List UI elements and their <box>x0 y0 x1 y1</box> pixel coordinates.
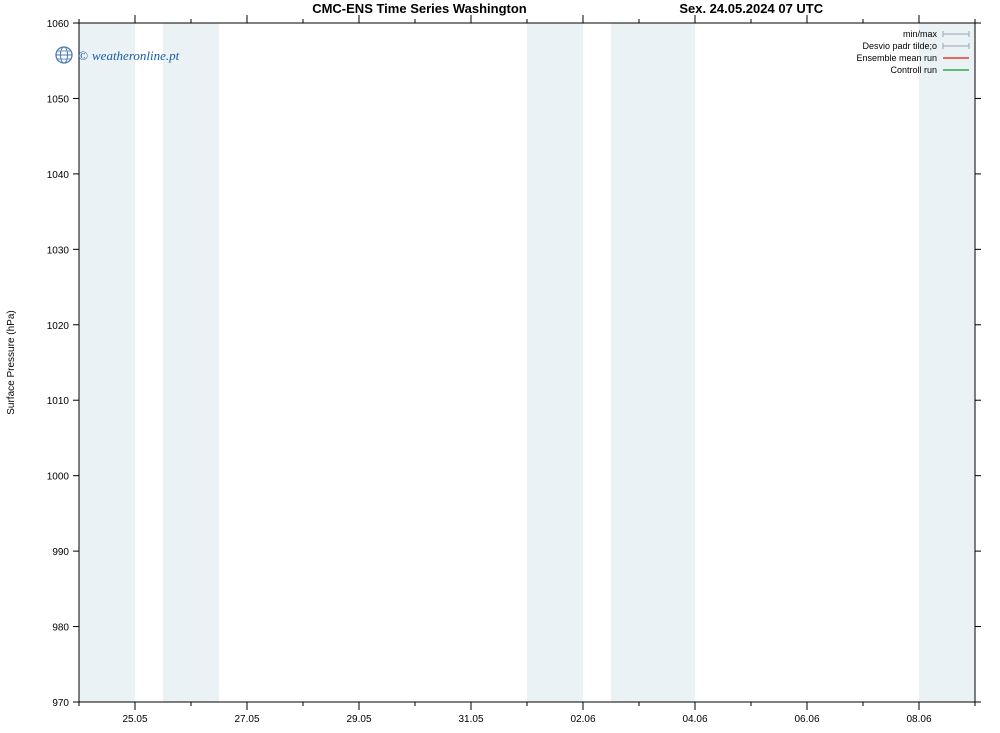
shaded-band <box>163 23 219 702</box>
chart-background <box>0 0 1000 733</box>
chart-container: 970 980 990 1000 1010 1020 1030 1040 1050 1060 Sur… <box>0 0 1000 733</box>
shaded-band <box>919 23 975 702</box>
x-tick-label: 02.06 <box>570 714 595 725</box>
legend-label: Ensemble mean run <box>856 53 937 63</box>
y-tick-label: 1060 <box>47 19 70 30</box>
x-tick-label: 08.06 <box>906 714 931 725</box>
y-tick-label: 1030 <box>47 245 70 256</box>
x-tick-label: 06.06 <box>794 714 819 725</box>
y-tick-label: 1020 <box>47 321 70 332</box>
legend-label: min/max <box>903 29 938 39</box>
shaded-band <box>79 23 135 702</box>
x-tick-label: 25.05 <box>122 714 147 725</box>
watermark-text: weatheronline.pt <box>92 48 180 63</box>
chart-title-left: CMC-ENS Time Series Washington <box>312 1 527 16</box>
y-tick-label: 980 <box>52 623 69 634</box>
y-tick-label: 1040 <box>47 170 70 181</box>
y-tick-label: 990 <box>52 547 69 558</box>
x-tick-label: 27.05 <box>234 714 259 725</box>
y-tick-label: 1050 <box>47 94 70 105</box>
x-tick-label: 31.05 <box>458 714 483 725</box>
watermark-copyright: © <box>78 48 88 63</box>
shaded-band <box>527 23 583 702</box>
x-tick-label: 04.06 <box>682 714 707 725</box>
y-axis-label: Surface Pressure (hPa) <box>6 310 17 415</box>
x-tick-label: 29.05 <box>346 714 371 725</box>
legend-label: Desvio padr tilde;o <box>862 41 937 51</box>
y-tick-label: 1000 <box>47 472 70 483</box>
legend-label: Controll run <box>890 65 937 75</box>
shaded-band <box>611 23 695 702</box>
y-tick-label: 1010 <box>47 396 70 407</box>
y-tick-label: 970 <box>52 698 69 709</box>
pressure-chart: 970 980 990 1000 1010 1020 1030 1040 1050 1060 Sur… <box>0 0 1000 733</box>
chart-title-right: Sex. 24.05.2024 07 UTC <box>679 1 823 16</box>
